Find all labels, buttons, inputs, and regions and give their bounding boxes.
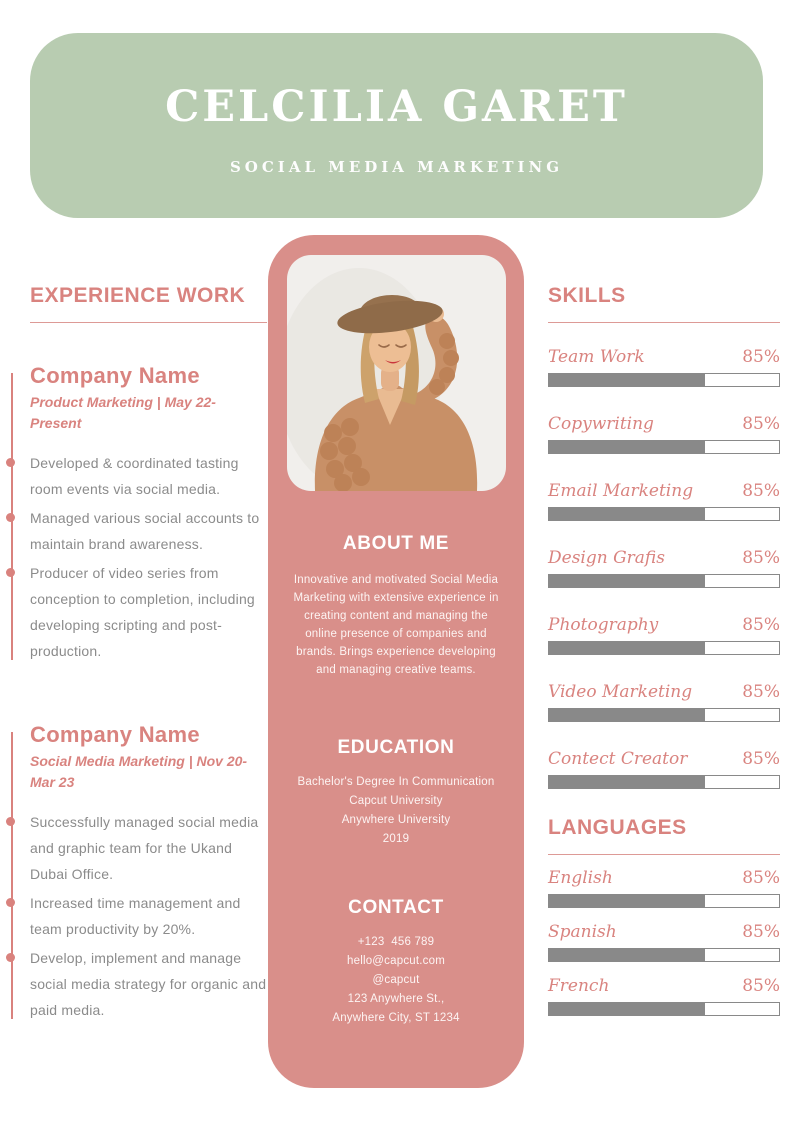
skill-item: Design Grafis 85% [548, 548, 780, 588]
skill-label: Email Marketing [548, 481, 694, 501]
profile-panel: ABOUT ME Innovative and motivated Social… [268, 235, 524, 1088]
skill-row: Video Marketing 85% [548, 682, 780, 702]
header-banner: CELCILIA GARET SOCIAL MEDIA MARKETING [30, 33, 763, 218]
skill-progress-fill [549, 642, 706, 654]
experience-column: EXPERIENCE WORK Company Name Product Mar… [6, 284, 267, 1026]
skill-label: Photography [548, 615, 659, 635]
skills-list: Team Work 85% Copywriting 85% [548, 347, 780, 789]
skill-progress-fill [549, 709, 706, 721]
skill-percent: 85% [742, 481, 780, 501]
skill-item: Contect Creator 85% [548, 749, 780, 789]
job-bullets: Successfully managed social media and gr… [6, 809, 267, 1023]
language-progress-fill [549, 895, 706, 907]
language-progress-fill [549, 1003, 706, 1015]
skill-percent: 85% [742, 749, 780, 769]
job-bullet: Develop, implement and manage social med… [6, 945, 267, 1023]
skill-percent: 85% [742, 682, 780, 702]
job-meta: Product Marketing | May 22-Present [30, 394, 216, 431]
language-row: Spanish 85% [548, 922, 780, 942]
language-row: English 85% [548, 868, 780, 888]
job-bullet: Increased time management and team produ… [6, 890, 267, 942]
job-meta: Social Media Marketing | Nov 20-Mar 23 [30, 753, 248, 790]
language-progress-bar [548, 894, 780, 908]
skill-progress-fill [549, 508, 706, 520]
experience-divider [30, 322, 267, 323]
education-title: EDUCATION [337, 737, 455, 758]
skill-percent: 85% [742, 615, 780, 635]
contact-text: +123 456 789 hello@capcut.com @capcut 12… [332, 936, 460, 1024]
skills-title: SKILLS [548, 284, 626, 307]
skill-progress-fill [549, 776, 706, 788]
skill-item: Video Marketing 85% [548, 682, 780, 722]
skill-progress-bar [548, 440, 780, 454]
skill-row: Copywriting 85% [548, 414, 780, 434]
about-title: ABOUT ME [342, 533, 450, 554]
language-progress-bar [548, 948, 780, 962]
language-row: French 85% [548, 976, 780, 996]
skill-row: Design Grafis 85% [548, 548, 780, 568]
skills-column: SKILLS Team Work 85% Copywriting [548, 284, 780, 1030]
language-item: English 85% [548, 868, 780, 908]
skill-percent: 85% [742, 347, 780, 367]
skill-progress-fill [549, 441, 706, 453]
skill-progress-bar [548, 775, 780, 789]
job-bullet: Managed various social accounts to maint… [6, 505, 267, 557]
skill-row: Email Marketing 85% [548, 481, 780, 501]
language-label: Spanish [548, 922, 617, 942]
skill-label: Design Grafis [548, 548, 665, 568]
skill-row: Team Work 85% [548, 347, 780, 367]
skill-item: Copywriting 85% [548, 414, 780, 454]
language-progress-fill [549, 949, 706, 961]
language-label: English [548, 868, 613, 888]
job-bullets: Developed & coordinated tasting room eve… [6, 450, 267, 664]
about-text: Innovative and motivated Social Media Ma… [293, 574, 499, 676]
person-role: SOCIAL MEDIA MARKETING [229, 157, 564, 176]
job-company: Company Name [30, 363, 200, 388]
skill-percent: 85% [742, 414, 780, 434]
skill-progress-bar [548, 373, 780, 387]
skill-label: Contect Creator [548, 749, 688, 769]
skill-progress-fill [549, 374, 706, 386]
language-item: French 85% [548, 976, 780, 1016]
language-progress-bar [548, 1002, 780, 1016]
languages-title: LANGUAGES [548, 816, 687, 839]
language-percent: 85% [742, 868, 780, 888]
language-item: Spanish 85% [548, 922, 780, 962]
job-bullet: Producer of video series from conception… [6, 560, 267, 664]
skills-divider [548, 322, 780, 323]
job-bullet: Developed & coordinated tasting room eve… [6, 450, 267, 502]
experience-title: EXPERIENCE WORK [30, 284, 246, 307]
portrait-illustration [286, 255, 506, 491]
languages-divider [548, 854, 780, 855]
skill-progress-fill [549, 575, 706, 587]
skill-item: Photography 85% [548, 615, 780, 655]
skill-item: Team Work 85% [548, 347, 780, 387]
skill-label: Copywriting [548, 414, 654, 434]
job-company: Company Name [30, 722, 200, 747]
contact-title: CONTACT [348, 897, 444, 918]
language-percent: 85% [742, 922, 780, 942]
skill-progress-bar [548, 641, 780, 655]
education-text: Bachelor's Degree In Communication Capcu… [297, 776, 495, 845]
language-percent: 85% [742, 976, 780, 996]
skill-progress-bar [548, 708, 780, 722]
skill-progress-bar [548, 574, 780, 588]
skill-label: Video Marketing [548, 682, 693, 702]
skill-row: Photography 85% [548, 615, 780, 635]
profile-photo [286, 255, 506, 491]
skill-progress-bar [548, 507, 780, 521]
job-entry-1: Company Name Product Marketing | May 22-… [6, 363, 267, 664]
language-label: French [548, 976, 610, 996]
skill-label: Team Work [548, 347, 645, 367]
job-bullet: Successfully managed social media and gr… [6, 809, 267, 887]
languages-list: English 85% Spanish 85% [548, 868, 780, 1016]
skill-percent: 85% [742, 548, 780, 568]
job-entry-2: Company Name Social Media Marketing | No… [6, 722, 267, 1023]
skill-item: Email Marketing 85% [548, 481, 780, 521]
skill-row: Contect Creator 85% [548, 749, 780, 769]
person-name: CELCILIA GARET [165, 81, 628, 132]
